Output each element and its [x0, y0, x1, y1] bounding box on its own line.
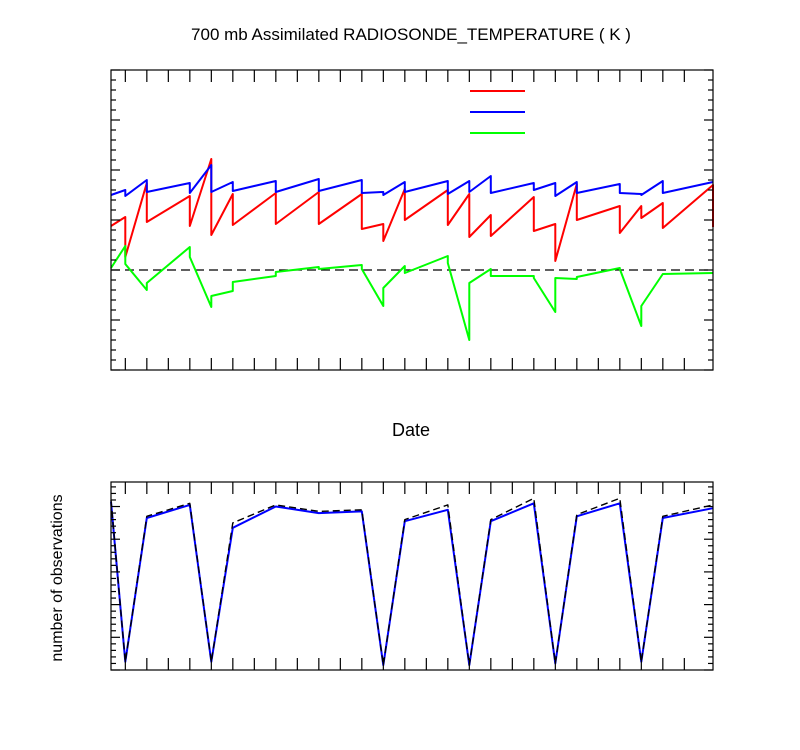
top-x-axis-label: Date: [392, 420, 430, 440]
bottom-y-axis-label: number of observations: [49, 494, 66, 661]
top-chart-panel: [110, 69, 714, 371]
chart-legend: [470, 90, 525, 134]
series-line-sprd-ob-error: [110, 164, 714, 197]
plot-frame: [110, 481, 714, 671]
plot-frame: [110, 69, 714, 371]
series-line-rmse: [110, 158, 714, 262]
bottom-chart-panel: [110, 481, 714, 671]
series-line-bias-o-f: [110, 245, 714, 341]
chart-title: 700 mb Assimilated RADIOSONDE_TEMPERATUR…: [191, 25, 631, 44]
series-line-dashed: [110, 497, 714, 666]
